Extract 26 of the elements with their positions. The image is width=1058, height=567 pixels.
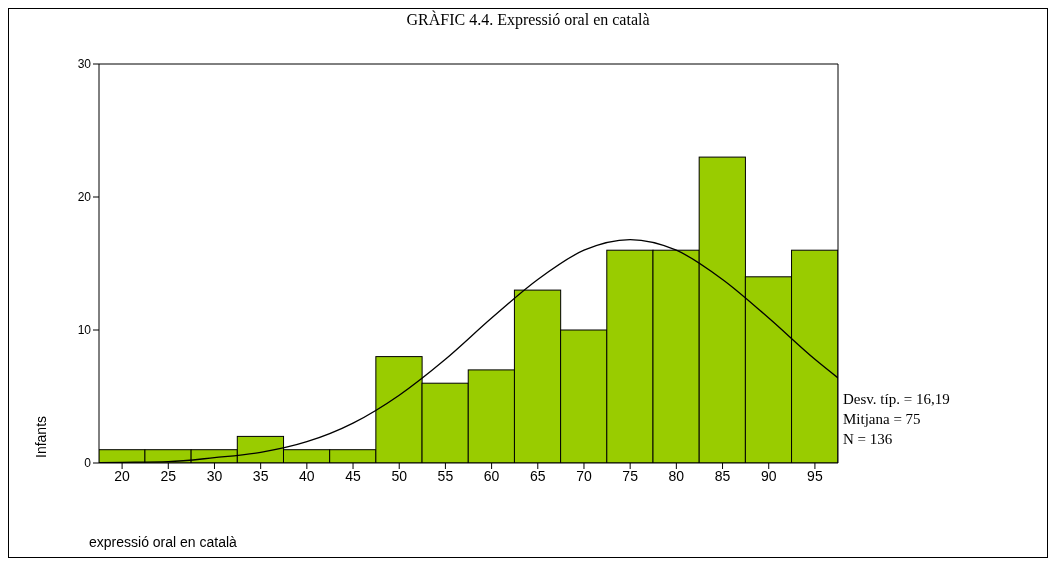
y-tick-label: 20 [77,190,92,205]
y-tick-label: 10 [77,323,92,338]
x-tick-label: 55 [437,467,454,484]
y-tick-label: 0 [84,456,92,471]
x-tick-label: 60 [483,467,500,484]
text: Mitjana = 75 [843,410,922,429]
x-tick-label: 30 [206,467,223,484]
y-tick-label: 30 [77,57,92,72]
x-tick-label: 50 [391,467,408,484]
x-tick-label: 45 [345,467,362,484]
x-tick-label: 70 [576,467,592,484]
x-tick-label: 40 [299,467,315,484]
x-tick-label: 25 [160,467,177,484]
x-tick-label: 65 [529,467,546,484]
x-tick-label: 80 [668,467,685,484]
text: N = 136 [843,430,894,449]
x-tick-label: 20 [114,467,131,484]
text: Desv. típ. = 16,19 [843,390,950,409]
x-tick-label: 35 [252,467,269,484]
x-tick-label: 75 [622,467,639,484]
x-tick-label: 95 [807,467,823,484]
y-axis-title: Infants [33,415,49,458]
x-axis-title: expressió oral en català [89,534,237,550]
x-tick-label: 90 [760,467,777,484]
x-tick-label: 85 [714,467,731,484]
chart-title: GRÀFIC 4.4. Expressió oral en català [405,9,651,31]
